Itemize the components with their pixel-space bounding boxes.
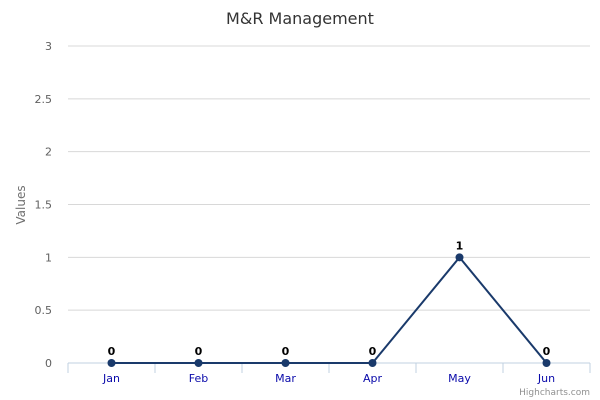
x-tick-label: Feb (189, 372, 208, 385)
data-point[interactable] (542, 359, 551, 367)
y-axis-ticks: 0 0.5 1 1.5 2 2.5 3 (35, 40, 53, 370)
data-point[interactable] (368, 359, 377, 367)
y-tick-label: 0 (45, 357, 52, 370)
data-label: 0 (195, 345, 203, 358)
y-axis-label: Values (14, 185, 28, 224)
y-tick-label: 1.5 (35, 199, 53, 212)
data-label: 0 (282, 345, 290, 358)
y-tick-label: 3 (45, 40, 52, 53)
data-label: 1 (456, 239, 464, 252)
data-label: 0 (543, 345, 551, 358)
data-label: 0 (369, 345, 377, 358)
y-tick-label: 2.5 (35, 93, 53, 106)
gridlines (68, 45, 590, 311)
x-tick-label: May (448, 372, 471, 385)
y-tick-label: 0.5 (35, 304, 53, 317)
data-point[interactable] (281, 359, 290, 367)
x-tick-label: Jan (102, 372, 120, 385)
x-tick-label: Mar (275, 372, 296, 385)
x-tick-label: Jun (537, 372, 555, 385)
data-label: 0 (108, 345, 116, 358)
data-point[interactable] (455, 253, 464, 262)
series-layer (107, 253, 551, 367)
data-point[interactable] (107, 359, 116, 367)
data-labels: 0 0 0 0 1 0 (108, 239, 551, 358)
x-axis-ticks: Jan Feb Mar Apr May Jun (102, 372, 555, 385)
credits-link[interactable]: Highcharts.com (519, 388, 590, 398)
y-tick-label: 1 (45, 251, 52, 264)
chart-title: M&R Management (226, 9, 374, 28)
x-tick-label: Apr (363, 372, 383, 385)
x-axis (67, 362, 591, 373)
series-line (111, 255, 548, 364)
data-point[interactable] (194, 359, 203, 367)
y-tick-label: 2 (45, 146, 52, 159)
